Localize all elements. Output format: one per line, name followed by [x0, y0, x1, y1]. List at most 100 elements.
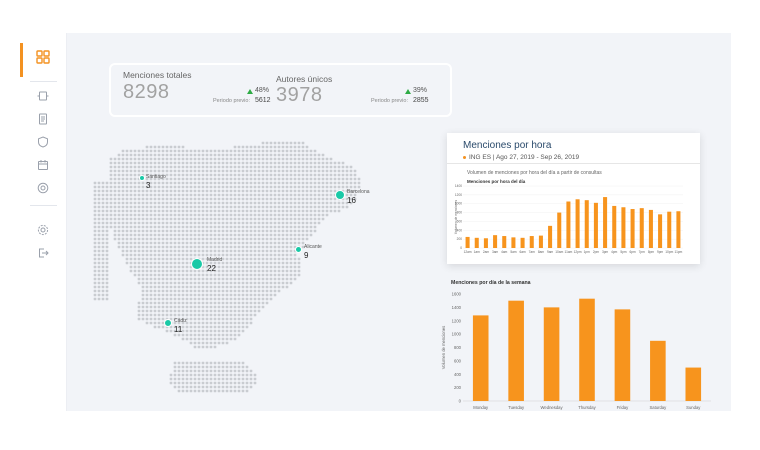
- map-dot: [261, 261, 265, 265]
- map-dot: [161, 241, 165, 245]
- map-dot: [253, 145, 257, 149]
- map-dot: [265, 141, 269, 145]
- map-dot: [285, 145, 289, 149]
- map-dot: [97, 265, 101, 269]
- map-dot: [105, 217, 109, 221]
- target-icon[interactable]: [36, 181, 50, 195]
- map-dot: [113, 201, 117, 205]
- map-dot: [257, 225, 261, 229]
- map-dot: [229, 365, 233, 369]
- map-dot: [285, 169, 289, 173]
- map-dot: [233, 217, 237, 221]
- map-dot: [229, 237, 233, 241]
- map-dot: [165, 281, 169, 285]
- map-dot: [221, 169, 225, 173]
- map-dot: [329, 173, 333, 177]
- map-dot: [241, 237, 245, 241]
- map-dot: [213, 193, 217, 197]
- map-dot: [161, 325, 165, 329]
- mentions-change: 48%: [255, 87, 270, 94]
- map-dot: [93, 277, 97, 281]
- map-dot: [169, 373, 173, 377]
- map-dot: [309, 153, 313, 157]
- x-tick-label: 1am: [474, 250, 481, 254]
- map-dot: [217, 157, 221, 161]
- map-dot: [301, 197, 305, 201]
- map-dot: [229, 249, 233, 253]
- map-dot: [281, 245, 285, 249]
- map-dot: [201, 233, 205, 237]
- map-dot: [229, 161, 233, 165]
- map-dot: [149, 201, 153, 205]
- map-dot: [205, 313, 209, 317]
- map-dot: [157, 157, 161, 161]
- map-dot: [285, 265, 289, 269]
- map-dot: [241, 149, 245, 153]
- map-dot: [125, 249, 129, 253]
- map-dot: [141, 241, 145, 245]
- map-dot: [109, 217, 113, 221]
- logout-icon[interactable]: [36, 246, 50, 260]
- map-dot: [213, 277, 217, 281]
- map-dot: [249, 185, 253, 189]
- map-dot: [161, 161, 165, 165]
- map-dot: [145, 245, 149, 249]
- map-dot: [201, 377, 205, 381]
- map-dot: [269, 257, 273, 261]
- map-dot: [121, 165, 125, 169]
- map-dot: [213, 245, 217, 249]
- map-dot: [137, 233, 141, 237]
- map-dot: [309, 217, 313, 221]
- map-dot: [277, 193, 281, 197]
- map-dot: [173, 305, 177, 309]
- map-dot: [273, 161, 277, 165]
- map-dot: [101, 193, 105, 197]
- map-dot: [105, 185, 109, 189]
- map-dot: [225, 377, 229, 381]
- map-dot: [97, 273, 101, 277]
- map-dot: [109, 189, 113, 193]
- settings-icon[interactable]: [36, 223, 50, 237]
- map-dot: [185, 309, 189, 313]
- map-dot: [205, 301, 209, 305]
- map-dot: [353, 177, 357, 181]
- map-dot: [121, 245, 125, 249]
- map-dot: [229, 241, 233, 245]
- map-dot: [273, 241, 277, 245]
- y-tick-label: 800: [454, 345, 462, 350]
- map-dot: [149, 313, 153, 317]
- calendar-icon[interactable]: [36, 158, 50, 172]
- map-dot: [349, 201, 353, 205]
- map-dot: [209, 273, 213, 277]
- x-tick-label: 9pm: [657, 250, 664, 254]
- map-dot: [213, 209, 217, 213]
- map-dot: [117, 229, 121, 233]
- map-dot: [305, 233, 309, 237]
- map-dot: [133, 149, 137, 153]
- map-dot: [193, 173, 197, 177]
- map-dot: [149, 153, 153, 157]
- map-dot: [221, 265, 225, 269]
- map-dot: [165, 277, 169, 281]
- shield-icon[interactable]: [36, 135, 50, 149]
- grid-icon[interactable]: [36, 50, 50, 64]
- map-dot: [237, 285, 241, 289]
- map-dot: [213, 269, 217, 273]
- map-dot: [273, 169, 277, 173]
- map-dot: [285, 149, 289, 153]
- map-dot: [141, 153, 145, 157]
- map-dot: [177, 365, 181, 369]
- map-dot: [265, 253, 269, 257]
- map-dot: [309, 189, 313, 193]
- map-dot: [205, 149, 209, 153]
- map-dot: [105, 225, 109, 229]
- map-dot: [225, 213, 229, 217]
- map-dot: [245, 173, 249, 177]
- map-dot: [277, 213, 281, 217]
- map-dot: [201, 301, 205, 305]
- map-dot: [233, 181, 237, 185]
- page-transfer-icon[interactable]: [36, 89, 50, 103]
- document-icon[interactable]: [36, 112, 50, 126]
- map-dot: [229, 381, 233, 385]
- map-dot: [301, 229, 305, 233]
